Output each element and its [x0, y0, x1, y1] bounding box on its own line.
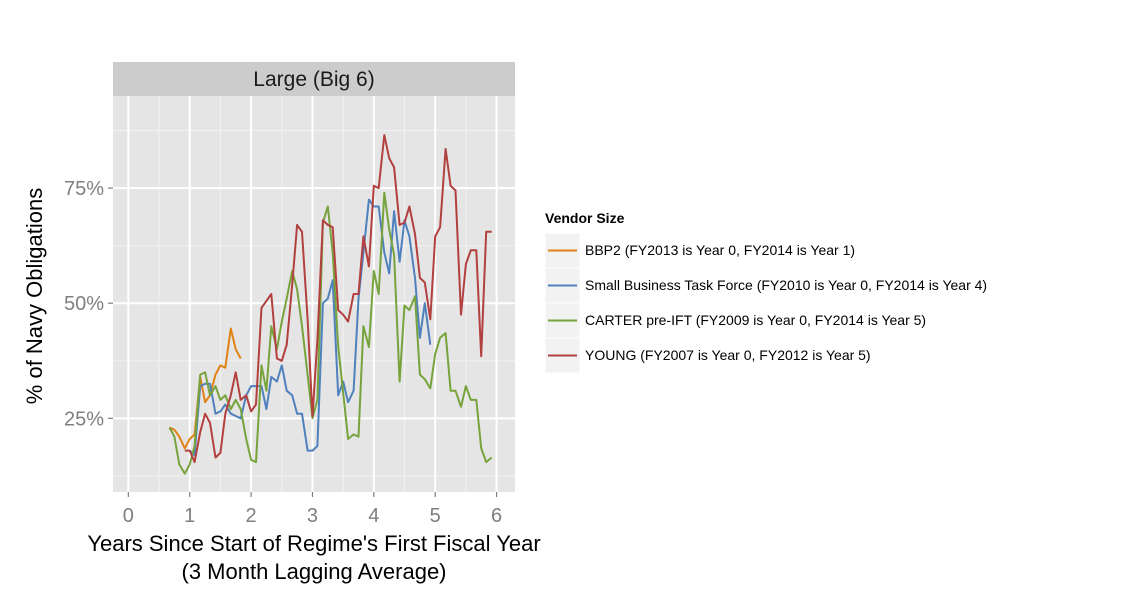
y-axis-title: % of Navy Obligations: [22, 188, 47, 404]
legend-items: BBP2 (FY2013 is Year 0, FY2014 is Year 1…: [544, 232, 987, 374]
facet-strip: [113, 62, 515, 96]
series-line-1: [169, 327, 242, 450]
plot-panel-group: Large (Big 6) 0 1 2 3 4 5 6 25% 50% 75%: [64, 62, 515, 527]
y-tick-label: 50%: [64, 293, 104, 315]
y-tick-label: 75%: [64, 178, 104, 200]
y-tick-label: 25%: [64, 408, 104, 430]
x-tick-label: 4: [368, 505, 379, 527]
series-line-2: [189, 198, 432, 457]
axes: 0 1 2 3 4 5 6 25% 50% 75%: [64, 178, 502, 527]
x-tick-label: 3: [307, 505, 318, 527]
x-axis-subtitle: (3 Month Lagging Average): [182, 559, 447, 584]
x-axis-title: Years Since Start of Regime's First Fisc…: [87, 531, 540, 556]
legend-label: YOUNG (FY2007 is Year 0, FY2012 is Year …: [585, 347, 871, 363]
x-tick-label: 0: [123, 505, 134, 527]
series-line-3: [168, 191, 493, 475]
legend-label: BBP2 (FY2013 is Year 0, FY2014 is Year 1…: [585, 242, 855, 258]
legend-title: Vendor Size: [545, 210, 625, 226]
x-tick-label: 5: [430, 505, 441, 527]
legend-label: Small Business Task Force (FY2010 is Yea…: [585, 277, 987, 293]
facet-title: Large (Big 6): [253, 68, 374, 91]
legend-label: CARTER pre-IFT (FY2009 is Year 0, FY2014…: [585, 312, 926, 328]
x-tick-label: 6: [491, 505, 502, 527]
legend: Vendor Size BBP2 (FY2013 is Year 0, FY20…: [544, 210, 987, 374]
series-line-4: [184, 134, 492, 464]
x-tick-label: 2: [246, 505, 257, 527]
series-lines: [168, 134, 493, 475]
x-tick-label: 1: [184, 505, 195, 527]
